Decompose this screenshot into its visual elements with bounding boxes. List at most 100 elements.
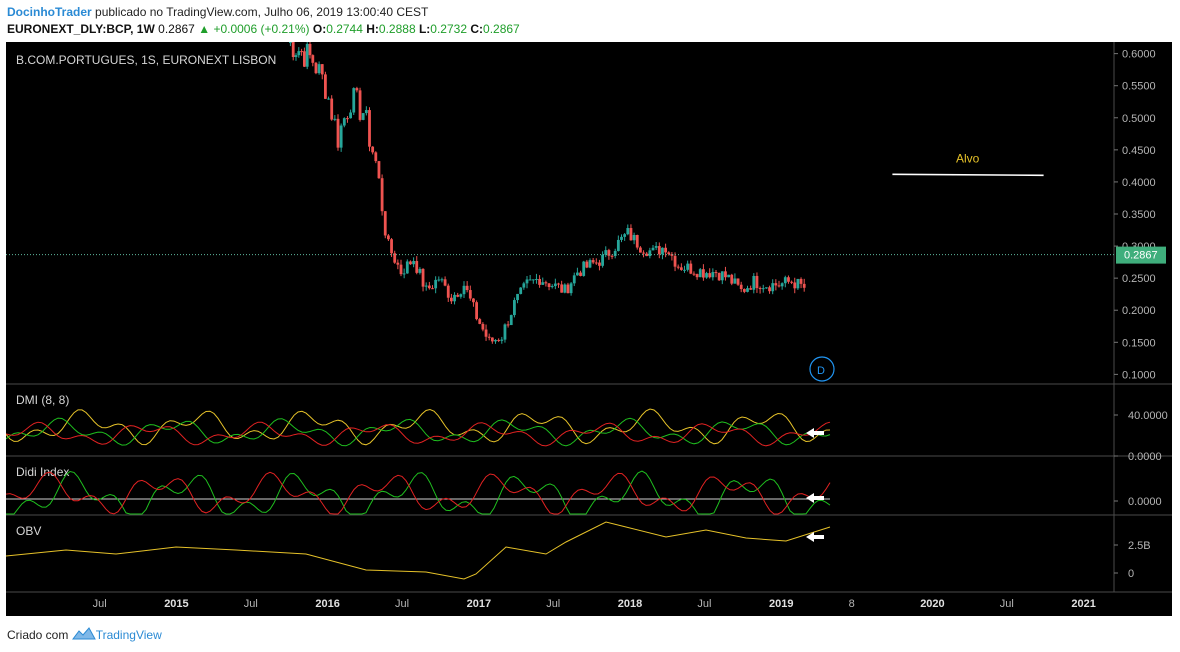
candle-body	[635, 234, 639, 248]
dmi-adx-line	[5, 408, 831, 446]
candle-body	[787, 277, 790, 282]
time-tick-label: Jul	[697, 598, 711, 610]
author-link[interactable]: DocinhoTrader	[7, 5, 92, 19]
change-value: +0.0006 (+0.21%)	[213, 22, 310, 36]
candle-body	[582, 261, 586, 276]
candle-body	[661, 247, 664, 255]
candle-body	[790, 281, 793, 283]
price-tick-label: 0.2500	[1122, 273, 1156, 285]
time-tick-label: Jul	[93, 598, 107, 610]
price-tick-label: 0.1500	[1122, 337, 1156, 349]
candle-body	[468, 290, 472, 299]
candle-body	[654, 246, 658, 248]
candle-body	[679, 267, 683, 270]
candle-body	[667, 252, 671, 254]
candle-body	[528, 279, 532, 281]
candle-body	[462, 285, 466, 295]
candle-body	[670, 253, 674, 256]
candle-body	[465, 285, 469, 291]
candle-body	[497, 339, 501, 341]
event-marker-label: D	[817, 365, 825, 377]
candle-body	[780, 283, 784, 287]
time-tick-label: Jul	[395, 598, 409, 610]
candle-body	[443, 279, 447, 286]
candle-body	[336, 118, 340, 148]
low-label: L:	[418, 22, 431, 36]
candle-body	[557, 283, 560, 285]
target-label: Alvo	[956, 151, 980, 165]
time-tick-label: 2016	[315, 598, 339, 610]
candle-body	[516, 293, 519, 301]
candle-body	[755, 275, 759, 289]
dmi-plus-line	[5, 417, 831, 447]
candle-body	[459, 294, 463, 297]
candle-body	[752, 275, 756, 290]
candle-body	[383, 211, 387, 236]
candle-body	[793, 282, 797, 289]
candle-body	[765, 287, 768, 289]
candle-body	[569, 283, 573, 294]
footer: Criado com TradingView	[7, 627, 162, 642]
candle-body	[440, 279, 444, 281]
symbol-label: EURONEXT_DLY:BCP, 1W	[7, 22, 155, 36]
price-tick-label: 0.4000	[1122, 177, 1156, 189]
candle-body	[390, 239, 393, 254]
chart-title: B.COM.PORTUGUES, 1S, EURONEXT LISBON	[16, 53, 276, 67]
candle-body	[739, 284, 743, 290]
created-with-label: Criado com	[7, 628, 69, 642]
close-label: C:	[470, 22, 484, 36]
candle-body	[317, 64, 321, 74]
candle-body	[601, 254, 604, 266]
didi-slow-line	[5, 471, 831, 515]
candle-body	[604, 250, 608, 255]
chart-svg[interactable]: 0.60000.55000.50000.45000.40000.35000.30…	[5, 42, 1172, 616]
candle-body	[610, 255, 614, 257]
tradingview-link[interactable]: TradingView	[95, 628, 162, 642]
time-tick-label: Jul	[546, 598, 560, 610]
candle-body	[572, 275, 576, 284]
tradingview-logo-icon	[71, 627, 96, 640]
candle-body	[541, 282, 545, 285]
candle-body	[645, 253, 649, 257]
candle-body	[802, 283, 806, 288]
candle-body	[355, 88, 359, 91]
candle-body	[692, 273, 696, 275]
candle-body	[733, 278, 737, 284]
candle-body	[427, 285, 431, 289]
candle-body	[632, 234, 636, 241]
candle-body	[361, 113, 365, 120]
candle-body	[642, 252, 645, 254]
candle-body	[588, 260, 592, 268]
pointer-arrow-icon	[806, 532, 824, 542]
candle-body	[714, 272, 718, 274]
chart-canvas[interactable]: 0.60000.55000.50000.45000.40000.35000.30…	[5, 42, 1172, 616]
last-price: 0.2867	[158, 22, 195, 36]
candle-body	[352, 88, 356, 113]
candle-body	[364, 110, 368, 114]
indicator-tick-label: 40.0000	[1128, 410, 1168, 422]
pointer-arrow-icon	[806, 428, 824, 438]
high-label: H:	[366, 22, 379, 36]
candle-body	[639, 247, 642, 253]
candle-body	[402, 273, 406, 275]
candle-body	[308, 43, 312, 56]
candle-body	[519, 287, 523, 294]
candle-body	[664, 247, 667, 253]
candle-body	[560, 284, 564, 293]
candle-body	[475, 302, 478, 320]
candle-body	[761, 288, 765, 290]
price-tick-label: 0.5000	[1122, 113, 1156, 125]
candle-body	[702, 269, 705, 278]
candle-body	[393, 253, 397, 263]
candle-body	[777, 285, 781, 287]
candle-body	[727, 274, 730, 278]
indicator-tick-label: 0.0000	[1128, 451, 1162, 463]
indicator-tick-label: 0.0000	[1128, 496, 1162, 508]
candle-body	[607, 250, 611, 256]
up-arrow-icon: ▲	[198, 22, 211, 36]
candle-body	[494, 339, 497, 342]
publication-line: DocinhoTrader publicado no TradingView.c…	[7, 5, 428, 19]
candle-body	[547, 283, 551, 287]
indicator-title-2: OBV	[16, 524, 41, 538]
price-tick-label: 0.1000	[1122, 369, 1156, 381]
